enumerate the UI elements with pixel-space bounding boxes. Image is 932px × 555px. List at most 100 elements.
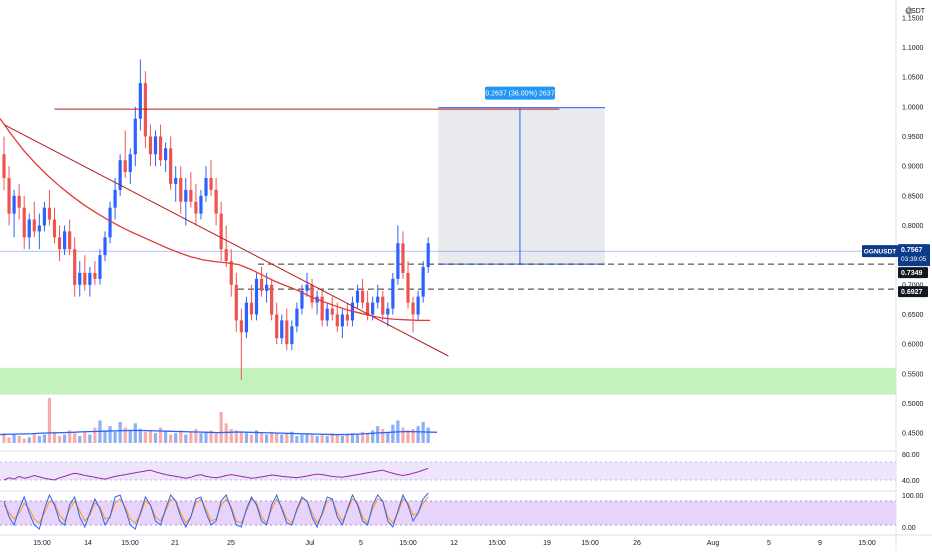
trendline-0[interactable] [3, 124, 449, 357]
measure-label: 0.2637 (36.00%) 2637 [484, 86, 555, 100]
candle-body [285, 320, 289, 345]
candle-body [103, 237, 107, 256]
volume-bar [22, 438, 26, 443]
volume-bar [391, 424, 395, 443]
volume-bar [330, 433, 334, 443]
volume-bar [350, 433, 355, 443]
volume-bar [2, 433, 6, 443]
time-tick: Aug [707, 540, 720, 547]
time-axis[interactable]: 15:00 14 15:00 21 25 Jul 5 15:00 12 15:00 19 15:00 2… [33, 540, 876, 547]
level-price-2: 0.6927 [901, 289, 923, 296]
candle-body [300, 290, 304, 309]
candle-body [386, 308, 390, 315]
volume-bar [37, 435, 41, 443]
time-tick: 15:00 [581, 540, 599, 547]
candle-body [325, 308, 329, 321]
candle-body [239, 320, 243, 333]
rsi-indicator [0, 461, 896, 481]
last-price-tag: OGNUSDT 0.7567 03:39:05 [862, 244, 930, 267]
candle-body [345, 314, 349, 321]
candle-body [123, 160, 127, 173]
projection-box[interactable] [438, 107, 605, 265]
candle-body [113, 189, 117, 208]
candle-body [12, 195, 16, 214]
volume-bar [123, 427, 127, 443]
currency-label: USDT [906, 8, 926, 15]
time-tick: Jul [306, 540, 315, 547]
candle-body [280, 320, 284, 339]
volume-bar [179, 430, 183, 443]
volume-bar [78, 435, 82, 443]
price-tick: 0.9000 [902, 164, 924, 171]
candle-body [209, 178, 213, 190]
volume-bar [376, 426, 380, 443]
price-tick: 0.7000 [902, 282, 924, 289]
volume-bar [401, 427, 405, 443]
volume-bar [57, 435, 62, 443]
candle-body [17, 195, 21, 208]
moving-average-line[interactable] [0, 118, 430, 322]
volume-bar [133, 423, 137, 443]
volume-bar [214, 433, 218, 443]
volume-bar [335, 434, 339, 443]
candle-body [179, 178, 183, 202]
candle-body [57, 237, 62, 250]
time-tick: 26 [633, 540, 641, 547]
candle-body [143, 83, 147, 137]
volume-bar [199, 433, 203, 443]
candle-body [98, 255, 102, 279]
candle-body [355, 290, 360, 303]
volume-bar [371, 430, 375, 443]
volume-bar [83, 431, 87, 443]
volume-bar [366, 433, 370, 443]
price-tick: 0.4500 [902, 431, 924, 438]
volume-bar [244, 433, 248, 443]
volume-bar [275, 433, 279, 443]
candle-body [340, 314, 344, 327]
price-axis[interactable]: 1.1500 1.1000 1.0500 1.0000 0.9500 0.9000 0.85… [902, 15, 924, 437]
rsi-line [3, 467, 429, 481]
candle-body [199, 195, 203, 214]
candlestick-series [2, 59, 430, 380]
volume-bar [113, 431, 117, 443]
volume-bar [63, 434, 67, 443]
volume-bar [42, 434, 46, 443]
volume-bar [229, 428, 233, 443]
candle-body [184, 189, 188, 202]
volume-bar [148, 430, 153, 443]
price-tick: 0.6500 [902, 312, 924, 319]
candle-body [401, 243, 405, 273]
volume-bar [184, 434, 188, 443]
candle-body [32, 219, 36, 232]
candle-body [224, 249, 228, 262]
time-tick: 19 [543, 540, 551, 547]
candle-body [381, 296, 385, 315]
time-tick: 15:00 [121, 540, 139, 547]
volume-bar [406, 430, 410, 443]
volume-bar [340, 435, 344, 443]
support-zone [0, 367, 896, 395]
rsi-tick-40: 40.00 [902, 478, 920, 485]
volume-bar [164, 431, 168, 443]
volume-bar [108, 426, 112, 443]
stoch-k-line [3, 492, 429, 530]
candle-body [148, 136, 153, 155]
price-tick: 1.1500 [902, 15, 924, 22]
volume-bar [143, 431, 147, 443]
candle-body [108, 207, 112, 238]
candle-body [83, 272, 87, 285]
volume-bar [386, 431, 390, 443]
candle-body [73, 249, 77, 285]
candle-body [421, 267, 425, 297]
time-tick: 5 [767, 540, 771, 547]
candle-body [275, 314, 279, 339]
stoch-tick-0: 0.00 [902, 525, 916, 532]
volume-bar [118, 421, 122, 443]
settings-icon[interactable] [905, 6, 913, 16]
volume-bar [68, 430, 72, 443]
price-tick: 0.5500 [902, 371, 924, 378]
volume-ma-line [0, 429, 438, 436]
stoch-tick-100: 100.00 [902, 493, 924, 500]
volume-bar [416, 426, 420, 443]
